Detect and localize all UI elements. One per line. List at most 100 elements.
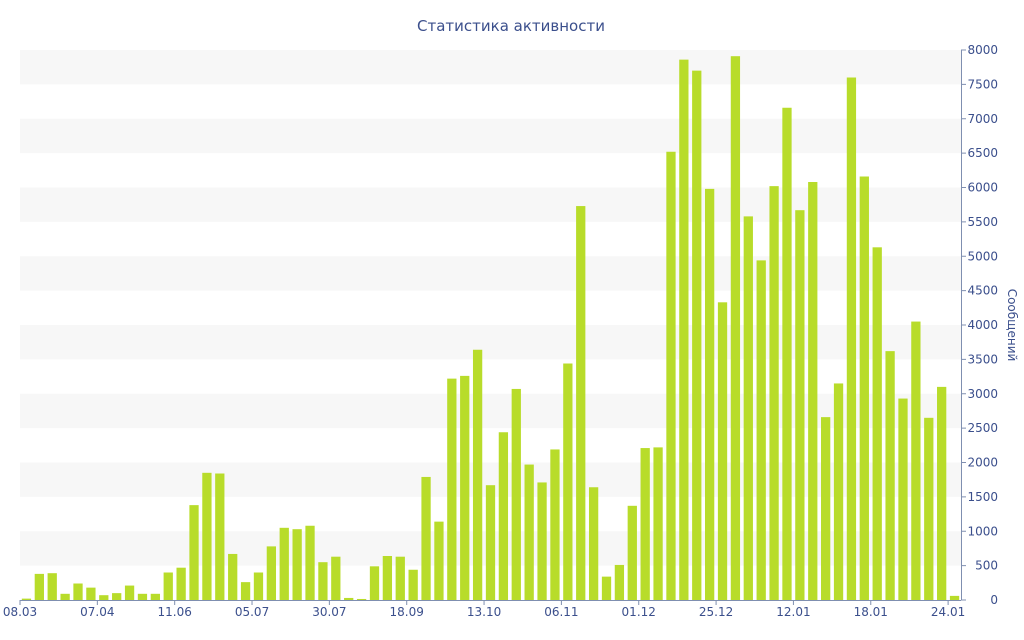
grid-band bbox=[20, 256, 961, 291]
bar bbox=[898, 398, 908, 600]
bar bbox=[395, 556, 405, 600]
bar bbox=[266, 546, 276, 601]
bar bbox=[279, 527, 289, 600]
bar bbox=[21, 598, 32, 601]
bar bbox=[356, 598, 367, 600]
grid-band bbox=[20, 187, 961, 222]
y-tick-label: 6500 bbox=[967, 146, 998, 160]
bar bbox=[292, 529, 302, 600]
bar bbox=[421, 476, 431, 600]
bar bbox=[937, 386, 947, 601]
y-axis: 0 500 1000 1500 2000 2500 3000 3500 4000 4500 5000… bbox=[961, 43, 998, 607]
bar bbox=[86, 587, 96, 601]
bar bbox=[627, 505, 637, 600]
y-tick-label: 7500 bbox=[967, 77, 998, 91]
y-tick-label: 4000 bbox=[967, 318, 998, 332]
bar bbox=[202, 472, 212, 600]
x-tick-label: 08.03 bbox=[3, 605, 37, 619]
bar bbox=[408, 569, 418, 600]
x-tick-label: 25.12 bbox=[699, 605, 733, 619]
bar bbox=[730, 56, 741, 600]
bar bbox=[485, 485, 496, 600]
y-tick-label: 2000 bbox=[967, 456, 998, 470]
bar bbox=[382, 556, 393, 600]
bar bbox=[163, 572, 173, 600]
x-tick-label: 05.07 bbox=[235, 605, 269, 619]
bar bbox=[369, 566, 380, 600]
bar bbox=[601, 576, 612, 601]
x-tick-label: 18.01 bbox=[854, 605, 888, 619]
bar bbox=[447, 378, 457, 601]
y-axis-label: Сообщений bbox=[1005, 289, 1019, 362]
bar bbox=[60, 593, 70, 600]
bar bbox=[576, 206, 586, 600]
bar bbox=[717, 302, 728, 600]
x-tick-label: 24.01 bbox=[931, 605, 965, 619]
bar bbox=[150, 593, 160, 600]
bar bbox=[511, 388, 521, 600]
grid-band bbox=[20, 118, 961, 154]
bar bbox=[846, 77, 857, 600]
x-tick-label: 06.11 bbox=[544, 605, 578, 619]
bar bbox=[460, 375, 470, 601]
grid-band bbox=[20, 393, 961, 429]
bar bbox=[833, 383, 844, 600]
bar bbox=[240, 582, 251, 601]
y-tick-label: 500 bbox=[975, 559, 998, 573]
bar bbox=[34, 573, 44, 601]
bar bbox=[859, 176, 869, 600]
x-tick-label: 11.06 bbox=[158, 605, 192, 619]
bar bbox=[47, 573, 57, 600]
x-tick-label: 01.12 bbox=[622, 605, 656, 619]
bar bbox=[524, 464, 534, 600]
x-tick-label: 07.04 bbox=[80, 605, 114, 619]
bar bbox=[821, 417, 831, 601]
grid-band bbox=[20, 325, 961, 360]
y-tick-label: 0 bbox=[990, 593, 998, 607]
y-tick-label: 4500 bbox=[967, 284, 998, 298]
bar bbox=[911, 321, 921, 600]
bar bbox=[769, 186, 779, 600]
y-tick-label: 5000 bbox=[967, 249, 998, 263]
x-axis: 08.03 07.04 11.06 05.07 30.07 18.09 13.10 06.11… bbox=[3, 600, 965, 619]
y-tick-label: 1500 bbox=[967, 490, 998, 504]
bar bbox=[137, 593, 148, 600]
y-tick-label: 3500 bbox=[967, 352, 998, 366]
bar bbox=[666, 151, 676, 600]
bar bbox=[795, 210, 805, 600]
x-tick-label: 13.10 bbox=[467, 605, 501, 619]
bar bbox=[808, 182, 818, 600]
bar bbox=[949, 595, 960, 601]
bar bbox=[189, 505, 199, 601]
bar bbox=[885, 351, 895, 601]
bar bbox=[112, 593, 122, 601]
bar bbox=[344, 597, 354, 600]
y-tick-label: 1000 bbox=[967, 524, 998, 538]
bar bbox=[743, 216, 753, 601]
bar bbox=[537, 482, 547, 600]
x-tick-label: 18.09 bbox=[390, 605, 424, 619]
bar bbox=[331, 556, 341, 600]
y-tick-label: 7000 bbox=[967, 112, 998, 126]
y-tick-label: 8000 bbox=[967, 43, 998, 57]
bar bbox=[588, 487, 599, 600]
bar bbox=[434, 521, 444, 601]
bar bbox=[640, 448, 650, 600]
bar bbox=[318, 562, 328, 600]
x-tick-label: 30.07 bbox=[312, 605, 346, 619]
y-tick-label: 3000 bbox=[967, 387, 998, 401]
bar bbox=[614, 564, 625, 600]
bar bbox=[550, 449, 560, 600]
bar bbox=[705, 188, 715, 600]
bar bbox=[782, 107, 792, 600]
bar bbox=[563, 363, 573, 600]
y-tick-label: 6000 bbox=[967, 181, 998, 195]
bar bbox=[253, 572, 264, 600]
x-tick-label: 12.01 bbox=[776, 605, 810, 619]
bar bbox=[679, 59, 689, 601]
bar bbox=[176, 567, 186, 600]
bar bbox=[73, 583, 83, 600]
bar bbox=[305, 525, 315, 600]
bar bbox=[124, 585, 135, 600]
